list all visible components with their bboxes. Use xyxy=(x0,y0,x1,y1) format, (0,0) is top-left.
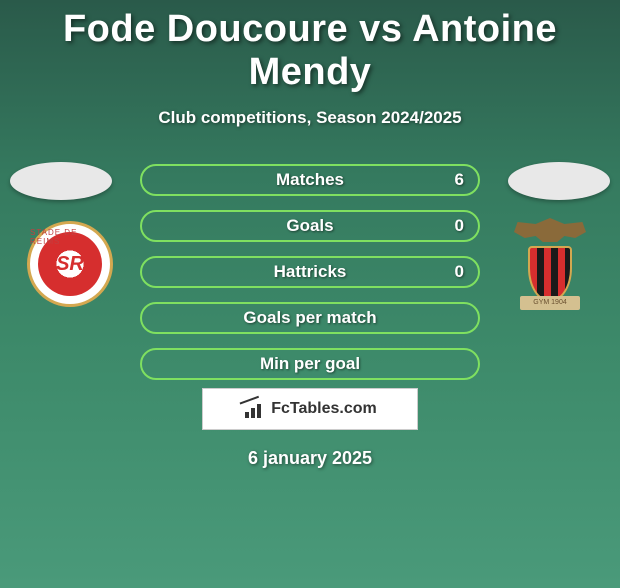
reims-ring-text: STADE DE REIMS xyxy=(30,228,110,246)
stat-label: Matches xyxy=(276,170,344,190)
attribution-badge: FcTables.com xyxy=(202,388,418,430)
stat-row: Hattricks 0 xyxy=(140,256,480,288)
stat-value-right: 0 xyxy=(455,262,464,282)
club-badge-right: GYM 1904 xyxy=(500,214,600,314)
nice-badge: GYM 1904 xyxy=(506,218,594,310)
stat-row: Goals per match xyxy=(140,302,480,334)
stat-value-right: 0 xyxy=(455,216,464,236)
stat-label: Hattricks xyxy=(274,262,347,282)
stat-label: Min per goal xyxy=(260,354,360,374)
comparison-body: STADE DE REIMS SR GYM 1904 Matches 6 Goals… xyxy=(0,154,620,374)
club-badge-left: STADE DE REIMS SR xyxy=(20,214,120,314)
player-right-photo xyxy=(508,162,610,200)
bar-chart-icon xyxy=(243,400,265,418)
stat-row: Matches 6 xyxy=(140,164,480,196)
attribution-text: FcTables.com xyxy=(271,400,377,418)
stat-row: Min per goal xyxy=(140,348,480,380)
snapshot-date: 6 january 2025 xyxy=(0,448,620,469)
stat-value-right: 6 xyxy=(455,170,464,190)
stat-rows-container: Matches 6 Goals 0 Hattricks 0 Goals per match M… xyxy=(140,164,480,394)
nice-banner: GYM 1904 xyxy=(520,296,580,310)
player-left-photo xyxy=(10,162,112,200)
reims-badge: STADE DE REIMS SR xyxy=(27,221,113,307)
nice-shield-icon xyxy=(528,246,572,302)
stat-row: Goals 0 xyxy=(140,210,480,242)
comparison-title: Fode Doucoure vs Antoine Mendy xyxy=(0,8,620,94)
comparison-subtitle: Club competitions, Season 2024/2025 xyxy=(0,108,620,128)
stat-label: Goals per match xyxy=(243,308,376,328)
stat-label: Goals xyxy=(286,216,333,236)
